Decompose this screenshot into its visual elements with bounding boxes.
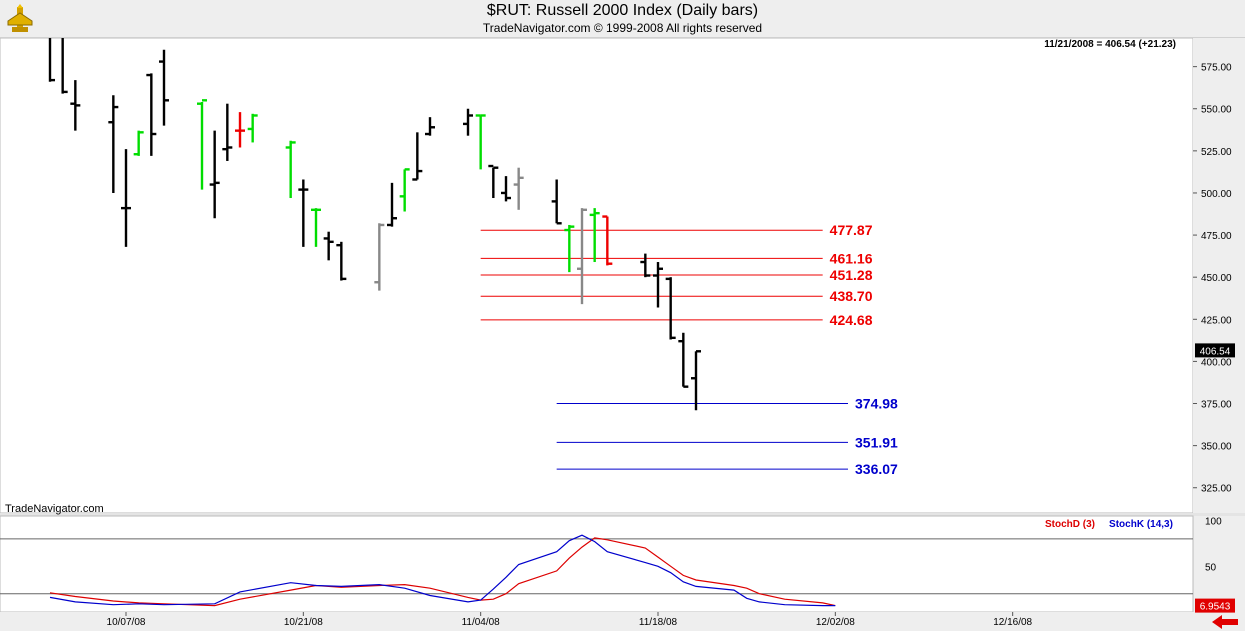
stoch-value-tag-text: 6.9543 [1200, 602, 1231, 613]
price-level-label: 374.98 [855, 396, 898, 412]
trade-navigator-logo-icon [7, 4, 33, 32]
y-tick-label: 500.00 [1201, 189, 1232, 200]
y-tick-label: 425.00 [1201, 315, 1232, 326]
x-tick-label: 12/16/08 [993, 617, 1032, 628]
price-level-label: 451.28 [830, 267, 873, 283]
last-price-tag-text: 406.54 [1200, 346, 1231, 357]
chart-panels [0, 37, 1245, 631]
stoch-k-legend: StochK (14,3) [1109, 519, 1173, 530]
y-tick-label: 550.00 [1201, 105, 1232, 116]
stochastic-lines [49, 534, 836, 607]
chart-title: $RUT: Russell 2000 Index (Daily bars) [486, 2, 759, 19]
stoch-series-line [49, 537, 836, 607]
y-tick-label: 375.00 [1201, 400, 1232, 411]
x-axis-strip [0, 612, 1245, 631]
y-tick-label: 350.00 [1201, 442, 1232, 453]
x-tick-label: 12/02/08 [816, 617, 855, 628]
price-bars [45, 11, 701, 411]
stoch-y-tick-label: 100 [1205, 517, 1222, 528]
y-tick-label: 575.00 [1201, 63, 1232, 74]
x-tick-label: 11/18/08 [639, 617, 678, 628]
x-tick-label: 10/07/08 [107, 617, 146, 628]
y-tick-label: 450.00 [1201, 273, 1232, 284]
price-level-label: 461.16 [830, 250, 873, 266]
last-price-tag-box [1195, 343, 1235, 358]
price-level-label: 477.87 [830, 222, 873, 238]
scroll-left-arrow-icon[interactable] [1212, 615, 1238, 629]
y-axis-strip [1193, 38, 1245, 612]
oscillator-panel [0, 515, 1194, 613]
y-tick-label: 475.00 [1201, 231, 1232, 242]
y-tick-label: 400.00 [1201, 357, 1232, 368]
chart-subtitle: TradeNavigator.com © 1999-2008 All right… [482, 21, 763, 35]
price-level-label: 336.07 [855, 461, 898, 477]
chart-header: $RUT: Russell 2000 Index (Daily bars) Tr… [0, 0, 1245, 38]
stoch-series-line [49, 534, 836, 607]
stoch-d-legend: StochD (3) [1045, 519, 1095, 530]
price-level-label: 438.70 [830, 288, 873, 304]
x-tick-label: 11/04/08 [462, 617, 501, 628]
y-tick-label: 325.00 [1201, 484, 1232, 495]
last-quote-text: 11/21/2008 = 406.54 (+21.23) [1044, 39, 1176, 50]
price-level-label: 351.91 [855, 434, 898, 450]
y-tick-label: 525.00 [1201, 147, 1232, 158]
x-tick-label: 10/21/08 [284, 617, 323, 628]
chart-extras: 11/21/2008 = 406.54 (+21.23) 406.54 TradeN… [5, 39, 1238, 629]
price-level-label: 424.68 [830, 312, 873, 328]
panel-separator [0, 513, 1245, 516]
stoch-value-tag-box [1195, 598, 1235, 613]
axis-labels: 575.00 550.00 525.00 500.00 475.00 450.00 425.… [107, 63, 1232, 628]
watermark-text: TradeNavigator.com [5, 503, 104, 515]
chart-gridlines [0, 66, 1197, 616]
stoch-y-tick-label: 50 [1205, 562, 1217, 573]
